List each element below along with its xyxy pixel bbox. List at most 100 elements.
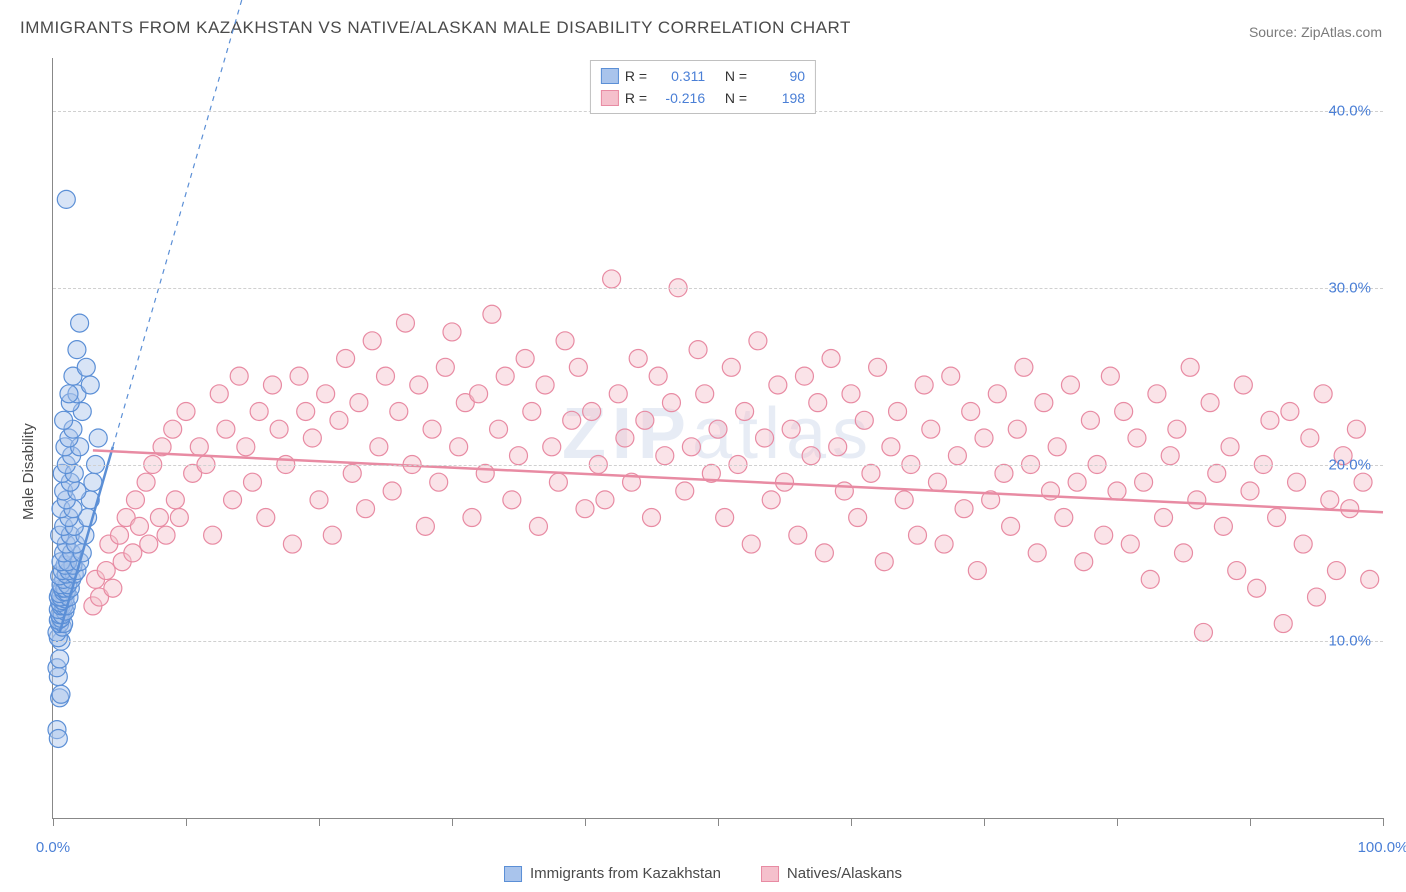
- data-point: [463, 509, 481, 527]
- data-point: [190, 438, 208, 456]
- data-point: [60, 385, 78, 403]
- data-point: [49, 729, 67, 747]
- data-point: [1327, 562, 1345, 580]
- data-point: [789, 526, 807, 544]
- data-point: [1075, 553, 1093, 571]
- xtick: [186, 818, 187, 826]
- data-point: [1121, 535, 1139, 553]
- data-point: [496, 367, 514, 385]
- xtick: [452, 818, 453, 826]
- data-point: [988, 385, 1006, 403]
- data-point: [835, 482, 853, 500]
- data-point: [769, 376, 787, 394]
- data-point: [124, 544, 142, 562]
- data-point: [337, 349, 355, 367]
- data-point: [257, 509, 275, 527]
- data-point: [1294, 535, 1312, 553]
- data-point: [1274, 615, 1292, 633]
- data-point: [689, 341, 707, 359]
- data-point: [1008, 420, 1026, 438]
- data-point: [1141, 570, 1159, 588]
- data-point: [470, 385, 488, 403]
- data-point: [164, 420, 182, 438]
- data-point: [795, 367, 813, 385]
- data-point: [1101, 367, 1119, 385]
- data-point: [283, 535, 301, 553]
- data-point: [576, 500, 594, 518]
- data-point: [317, 385, 335, 403]
- data-point: [809, 394, 827, 412]
- data-point: [536, 376, 554, 394]
- data-point: [1081, 411, 1099, 429]
- data-point: [1314, 385, 1332, 403]
- data-point: [130, 517, 148, 535]
- data-point: [1108, 482, 1126, 500]
- data-point: [749, 332, 767, 350]
- data-point: [862, 464, 880, 482]
- data-point: [104, 579, 122, 597]
- plot-area: ZIPatlas 10.0%20.0%30.0%40.0%0.0%100.0%: [52, 58, 1383, 819]
- data-point: [1261, 411, 1279, 429]
- data-point: [84, 473, 102, 491]
- data-point: [71, 314, 89, 332]
- gridline: [53, 288, 1383, 289]
- data-point: [370, 438, 388, 456]
- xtick: [53, 818, 54, 826]
- data-point: [609, 385, 627, 403]
- data-point: [603, 270, 621, 288]
- data-point: [762, 491, 780, 509]
- data-point: [1361, 570, 1379, 588]
- data-point: [423, 420, 441, 438]
- data-point: [1168, 420, 1186, 438]
- legend-item: Immigrants from Kazakhstan: [504, 865, 721, 882]
- legend-bottom: Immigrants from KazakhstanNatives/Alaska…: [504, 865, 902, 882]
- data-point: [583, 402, 601, 420]
- xtick: [319, 818, 320, 826]
- data-point: [1214, 517, 1232, 535]
- data-point: [1028, 544, 1046, 562]
- series-swatch: [601, 90, 619, 106]
- data-point: [736, 402, 754, 420]
- data-point: [928, 473, 946, 491]
- data-point: [596, 491, 614, 509]
- data-point: [52, 685, 70, 703]
- data-point: [616, 429, 634, 447]
- data-point: [323, 526, 341, 544]
- data-point: [1161, 447, 1179, 465]
- data-point: [1095, 526, 1113, 544]
- data-point: [915, 376, 933, 394]
- data-point: [1288, 473, 1306, 491]
- data-point: [716, 509, 734, 527]
- data-point: [503, 491, 521, 509]
- r-value: -0.216: [653, 90, 705, 106]
- legend-swatch: [761, 866, 779, 882]
- stats-legend-box: R =0.311 N =90R =-0.216 N =198: [590, 60, 816, 114]
- chart-title: IMMIGRANTS FROM KAZAKHSTAN VS NATIVE/ALA…: [20, 18, 851, 38]
- data-point: [224, 491, 242, 509]
- data-point: [97, 562, 115, 580]
- data-point: [1234, 376, 1252, 394]
- data-point: [1068, 473, 1086, 491]
- data-point: [1188, 491, 1206, 509]
- data-point: [569, 358, 587, 376]
- data-point: [55, 411, 73, 429]
- data-point: [523, 402, 541, 420]
- data-point: [802, 447, 820, 465]
- data-point: [166, 491, 184, 509]
- data-point: [363, 332, 381, 350]
- gridline: [53, 641, 1383, 642]
- n-value: 198: [753, 90, 805, 106]
- data-point: [157, 526, 175, 544]
- data-point: [330, 411, 348, 429]
- data-point: [782, 420, 800, 438]
- data-point: [290, 367, 308, 385]
- scatter-svg: [53, 58, 1383, 818]
- data-point: [1194, 623, 1212, 641]
- data-point: [889, 402, 907, 420]
- data-point: [1268, 509, 1286, 527]
- data-point: [126, 491, 144, 509]
- data-point: [975, 429, 993, 447]
- data-point: [1061, 376, 1079, 394]
- data-point: [177, 402, 195, 420]
- data-point: [1135, 473, 1153, 491]
